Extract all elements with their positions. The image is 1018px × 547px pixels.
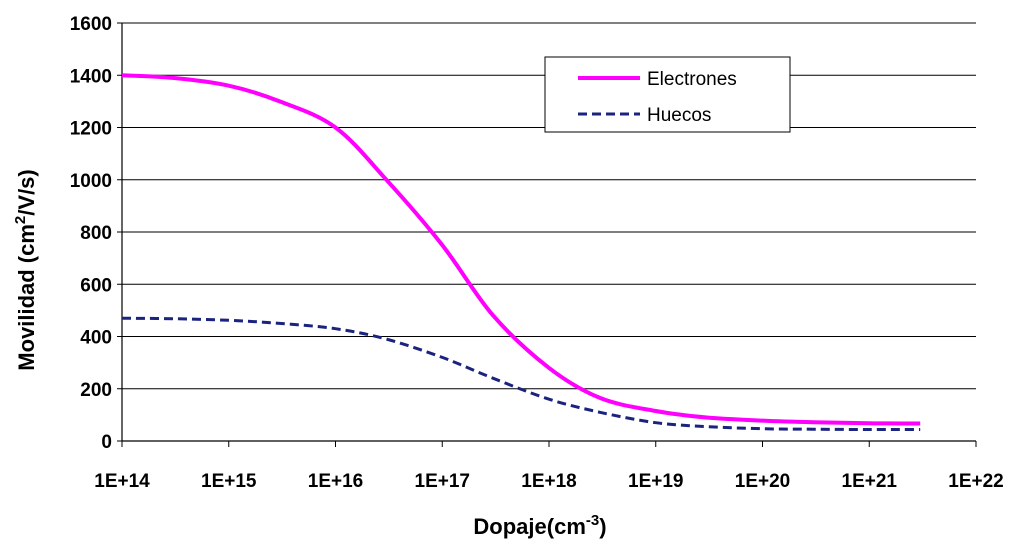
series-line-electrones (121, 73, 921, 426)
y-tick-label: 0 (101, 432, 112, 453)
x-tick-label: 1E+17 (415, 471, 470, 492)
x-tick-label: 1E+18 (521, 471, 576, 492)
y-axis-title: Movilidad (cm2/V/s) (12, 169, 39, 371)
axes (117, 22, 977, 447)
y-axis-title-sup: 2 (12, 216, 29, 224)
x-axis-title-sup: -3 (586, 512, 599, 529)
x-axis-title: Dopaje(cm-3) (473, 512, 606, 539)
y-tick-label: 1400 (70, 66, 112, 87)
x-tick-label: 1E+15 (201, 471, 257, 492)
legend-label-electrones: Electrones (647, 69, 737, 90)
series-lines (121, 73, 921, 431)
series-line-huecos (121, 316, 921, 431)
legend: Electrones Huecos (544, 56, 791, 133)
y-tick-label: 1000 (70, 171, 112, 192)
x-tick-label: 1E+14 (94, 471, 150, 492)
y-tick-label: 600 (80, 275, 112, 296)
x-tick-label: 1E+20 (735, 471, 790, 492)
legend-label-huecos: Huecos (647, 105, 711, 126)
y-tick-label: 200 (80, 380, 112, 401)
x-tick-label: 1E+16 (308, 471, 363, 492)
x-tick-label: 1E+21 (842, 471, 898, 492)
y-tick-label: 800 (80, 223, 112, 244)
y-tick-label: 1600 (70, 14, 112, 35)
y-tick-label: 400 (80, 328, 112, 349)
legend-box (544, 56, 791, 133)
x-tick-label: 1E+22 (948, 471, 1003, 492)
tick-labels: 0 200 400 600 800 1000 1200 1400 1600 1E+14 1E+15 1… (70, 14, 1004, 492)
x-tick-label: 1E+19 (628, 471, 683, 492)
y-tick-label: 1200 (70, 119, 112, 140)
